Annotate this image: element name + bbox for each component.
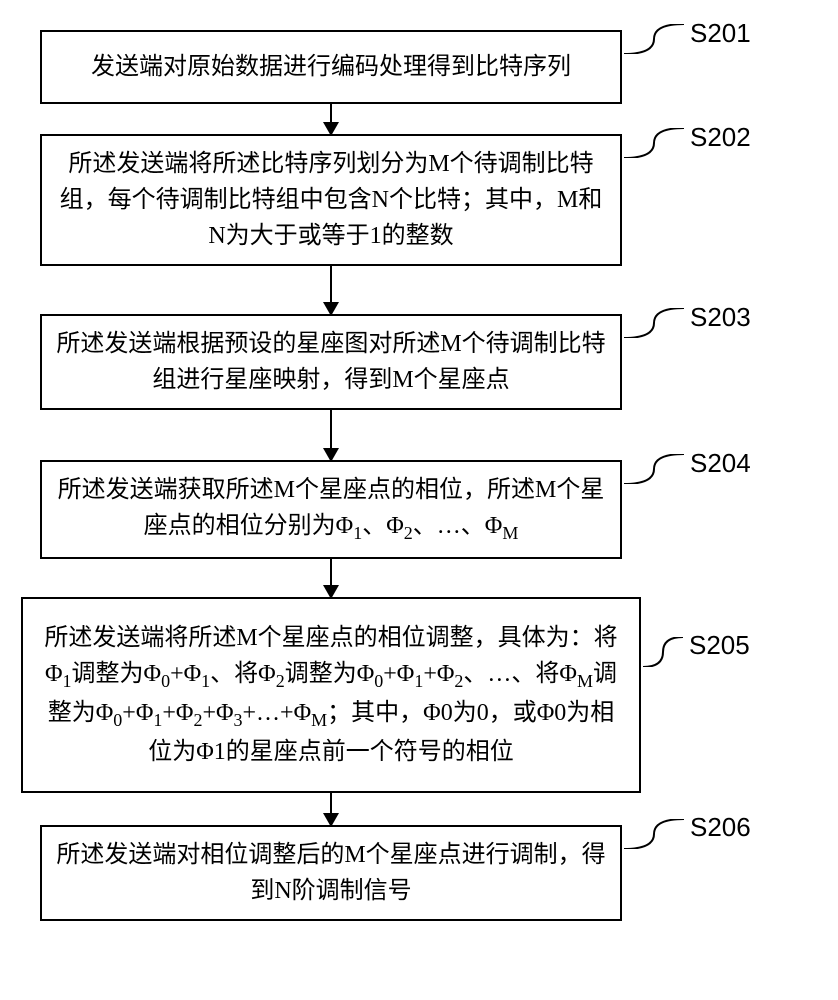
arrow-down-icon bbox=[330, 266, 332, 314]
step-text: 所述发送端获取所述M个星座点的相位，所述M个星座点的相位分别为Φ1、Φ2、…、Φ… bbox=[56, 472, 606, 547]
step-row-S206: 所述发送端对相位调整后的M个星座点进行调制，得到N阶调制信号S206 bbox=[40, 825, 780, 921]
flowchart-container: 发送端对原始数据进行编码处理得到比特序列S201 所述发送端将所述比特序列划分为M… bbox=[40, 30, 780, 921]
step-box-S203: 所述发送端根据预设的星座图对所述M个待调制比特组进行星座映射，得到M个星座点 bbox=[40, 314, 622, 410]
arrow-down-wrap bbox=[40, 793, 660, 825]
step-row-S203: 所述发送端根据预设的星座图对所述M个待调制比特组进行星座映射，得到M个星座点S2… bbox=[40, 314, 780, 410]
step-label: S204 bbox=[690, 448, 751, 479]
curve-connector-icon bbox=[624, 128, 684, 158]
arrow-down-icon bbox=[330, 104, 332, 134]
curve-connector-icon bbox=[624, 454, 684, 484]
arrow-down-icon bbox=[330, 410, 332, 460]
step-label-group: S204 bbox=[624, 454, 751, 484]
arrow-down-icon bbox=[330, 793, 332, 825]
arrow-down-wrap bbox=[40, 104, 622, 134]
step-text: 所述发送端将所述M个星座点的相位调整，具体为：将Φ1调整为Φ0+Φ1、将Φ2调整… bbox=[37, 620, 625, 770]
curve-connector-icon bbox=[643, 637, 683, 667]
step-row-S201: 发送端对原始数据进行编码处理得到比特序列S201 bbox=[40, 30, 780, 104]
step-label-group: S201 bbox=[624, 24, 751, 54]
step-box-S204: 所述发送端获取所述M个星座点的相位，所述M个星座点的相位分别为Φ1、Φ2、…、Φ… bbox=[40, 460, 622, 559]
step-label-group: S206 bbox=[624, 819, 751, 849]
arrow-down-icon bbox=[330, 559, 332, 597]
arrow-down-wrap bbox=[40, 559, 622, 597]
step-label-group: S203 bbox=[624, 308, 751, 338]
step-box-S202: 所述发送端将所述比特序列划分为M个待调制比特组，每个待调制比特组中包含N个比特；… bbox=[40, 134, 622, 266]
curve-connector-icon bbox=[624, 819, 684, 849]
step-text: 所述发送端将所述比特序列划分为M个待调制比特组，每个待调制比特组中包含N个比特；… bbox=[56, 146, 606, 254]
step-label: S206 bbox=[690, 812, 751, 843]
step-row-S204: 所述发送端获取所述M个星座点的相位，所述M个星座点的相位分别为Φ1、Φ2、…、Φ… bbox=[40, 460, 780, 559]
curve-connector-icon bbox=[624, 308, 684, 338]
curve-connector-icon bbox=[624, 24, 684, 54]
step-label-group: S202 bbox=[624, 128, 751, 158]
arrow-down-wrap bbox=[40, 266, 622, 314]
step-row-S202: 所述发送端将所述比特序列划分为M个待调制比特组，每个待调制比特组中包含N个比特；… bbox=[40, 134, 780, 266]
step-box-S205: 所述发送端将所述M个星座点的相位调整，具体为：将Φ1调整为Φ0+Φ1、将Φ2调整… bbox=[21, 597, 641, 793]
step-row-S205: 所述发送端将所述M个星座点的相位调整，具体为：将Φ1调整为Φ0+Φ1、将Φ2调整… bbox=[40, 597, 780, 793]
step-label-group: S205 bbox=[643, 637, 750, 667]
step-label: S205 bbox=[689, 630, 750, 661]
arrow-down-wrap bbox=[40, 410, 622, 460]
step-text: 所述发送端根据预设的星座图对所述M个待调制比特组进行星座映射，得到M个星座点 bbox=[56, 326, 606, 398]
step-label: S203 bbox=[690, 302, 751, 333]
step-box-S201: 发送端对原始数据进行编码处理得到比特序列 bbox=[40, 30, 622, 104]
step-label: S201 bbox=[690, 18, 751, 49]
step-text: 所述发送端对相位调整后的M个星座点进行调制，得到N阶调制信号 bbox=[56, 837, 606, 909]
step-label: S202 bbox=[690, 122, 751, 153]
step-box-S206: 所述发送端对相位调整后的M个星座点进行调制，得到N阶调制信号 bbox=[40, 825, 622, 921]
step-text: 发送端对原始数据进行编码处理得到比特序列 bbox=[91, 49, 571, 85]
